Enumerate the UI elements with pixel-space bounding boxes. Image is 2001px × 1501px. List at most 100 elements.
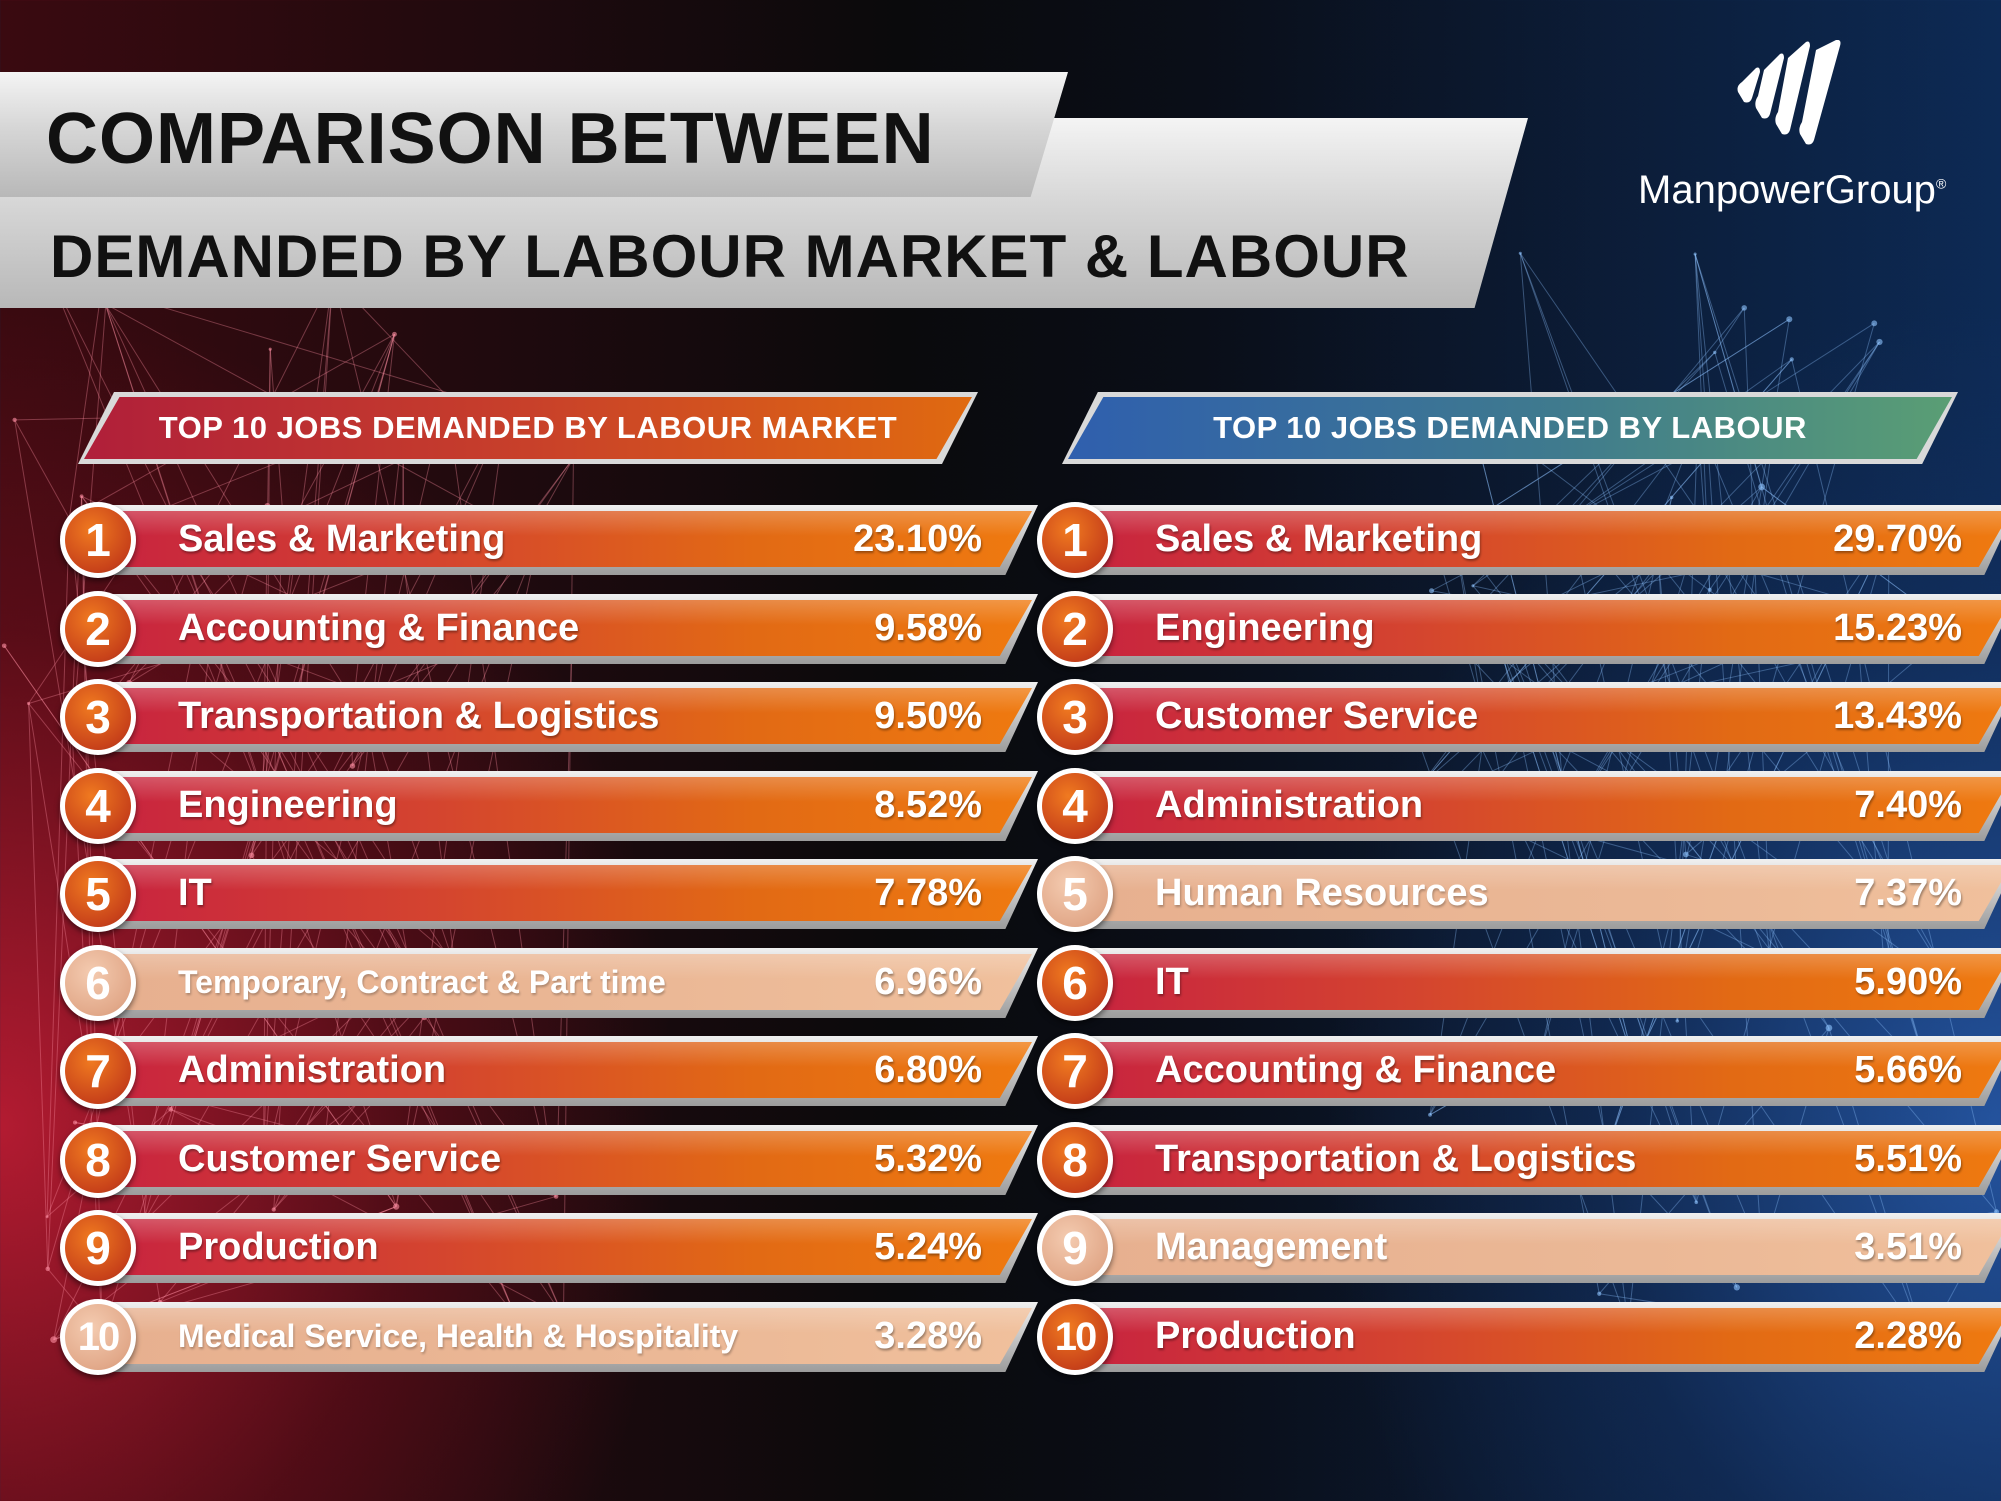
rank-badge: 2 [60, 591, 136, 667]
job-bar [1089, 777, 2001, 833]
job-name: Transportation & Logistics [1155, 1138, 1637, 1180]
page-title: COMPARISON BETWEEN [46, 99, 935, 179]
rank-number: 7 [65, 1038, 131, 1104]
job-row: 4 Administration 7.40% [1037, 768, 2001, 844]
rank-badge: 3 [1037, 679, 1113, 755]
job-percentage: 9.50% [874, 695, 982, 737]
rank-badge: 4 [60, 768, 136, 844]
job-name: Medical Service, Health & Hospitality [178, 1318, 739, 1354]
right-table-header: TOP 10 JOBS DEMANDED BY LABOUR [1068, 397, 1952, 459]
job-bar [1089, 1219, 2001, 1275]
job-name: IT [178, 872, 212, 914]
page-subtitle: DEMANDED BY LABOUR MARKET & LABOUR [50, 223, 1410, 290]
rank-badge: 3 [60, 679, 136, 755]
job-bar [112, 1131, 1032, 1187]
rank-number: 8 [65, 1127, 131, 1193]
rank-number: 2 [65, 596, 131, 662]
rank-badge: 1 [1037, 502, 1113, 578]
job-name: Administration [1155, 784, 1424, 826]
rank-number: 1 [1042, 507, 1108, 573]
job-row: 4 Engineering 8.52% [60, 768, 1040, 844]
job-row: 3 Transportation & Logistics 9.50% [60, 679, 1040, 755]
rank-number: 3 [1042, 684, 1108, 750]
job-row: 10 Production 2.28% [1037, 1299, 2001, 1375]
rank-badge: 6 [60, 945, 136, 1021]
job-name: Accounting & Finance [1155, 1049, 1557, 1091]
job-percentage: 5.66% [1854, 1049, 1962, 1091]
job-row: 10 Medical Service, Health & Hospitality 3… [60, 1299, 1040, 1375]
job-bar [1089, 1042, 2001, 1098]
rank-number: 5 [65, 861, 131, 927]
job-row: 5 Human Resources 7.37% [1037, 856, 2001, 932]
job-row: 9 Management 3.51% [1037, 1210, 2001, 1286]
job-bar [112, 777, 1032, 833]
job-row: 8 Transportation & Logistics 5.51% [1037, 1122, 2001, 1198]
job-row: 7 Accounting & Finance 5.66% [1037, 1033, 2001, 1109]
title-banner-upper [0, 72, 1068, 197]
job-name: Engineering [178, 784, 398, 826]
rank-badge: 6 [1037, 945, 1113, 1021]
job-row: 5 IT 7.78% [60, 856, 1040, 932]
job-row: 2 Accounting & Finance 9.58% [60, 591, 1040, 667]
rank-number: 9 [1042, 1215, 1108, 1281]
rank-number: 4 [65, 773, 131, 839]
job-bar [112, 511, 1032, 567]
job-bar [112, 600, 1032, 656]
job-bar [112, 865, 1032, 921]
job-name: Engineering [1155, 607, 1375, 649]
job-row: 1 Sales & Marketing 23.10% [60, 502, 1040, 578]
rank-number: 7 [1042, 1038, 1108, 1104]
job-row: 1 Sales & Marketing 29.70% [1037, 502, 2001, 578]
job-row: 6 IT 5.90% [1037, 945, 2001, 1021]
rank-badge: 8 [1037, 1122, 1113, 1198]
job-name: Administration [178, 1049, 447, 1091]
job-row: 3 Customer Service 13.43% [1037, 679, 2001, 755]
rank-badge: 7 [1037, 1033, 1113, 1109]
job-percentage: 23.10% [853, 518, 982, 560]
job-percentage: 15.23% [1833, 607, 1962, 649]
rank-number: 6 [65, 950, 131, 1016]
rank-number: 1 [65, 507, 131, 573]
job-percentage: 7.37% [1854, 872, 1962, 914]
job-bar [1089, 865, 2001, 921]
job-bar [1089, 511, 2001, 567]
job-bar [112, 954, 1032, 1010]
manpower-logo-icon [1737, 40, 1841, 145]
job-name: Accounting & Finance [178, 607, 580, 649]
job-bar [1089, 1308, 2001, 1364]
job-bar [112, 1219, 1032, 1275]
job-row: 7 Administration 6.80% [60, 1033, 1040, 1109]
rank-badge: 10 [60, 1299, 136, 1375]
manpowergroup-logo: ManpowerGroup® [1620, 40, 1950, 220]
job-percentage: 7.40% [1854, 784, 1962, 826]
job-bar [112, 688, 1032, 744]
job-percentage: 9.58% [874, 607, 982, 649]
job-name: Production [178, 1226, 379, 1268]
rank-number: 10 [65, 1304, 131, 1370]
left-table-header: TOP 10 JOBS DEMANDED BY LABOUR MARKET [84, 397, 972, 459]
job-percentage: 5.51% [1854, 1138, 1962, 1180]
job-percentage: 5.32% [874, 1138, 982, 1180]
job-bar [1089, 954, 2001, 1010]
job-percentage: 5.90% [1854, 961, 1962, 1003]
rank-badge: 10 [1037, 1299, 1113, 1375]
rank-badge: 7 [60, 1033, 136, 1109]
job-bar [1089, 600, 2001, 656]
job-name: Temporary, Contract & Part time [178, 964, 666, 1000]
rank-number: 8 [1042, 1127, 1108, 1193]
job-bar [1089, 1131, 2001, 1187]
job-percentage: 29.70% [1833, 518, 1962, 560]
rank-number: 6 [1042, 950, 1108, 1016]
job-name: Production [1155, 1315, 1356, 1357]
job-name: Customer Service [178, 1138, 502, 1180]
rank-number: 4 [1042, 773, 1108, 839]
rank-number: 5 [1042, 861, 1108, 927]
job-name: IT [1155, 961, 1189, 1003]
rank-badge: 9 [60, 1210, 136, 1286]
job-name: Sales & Marketing [1155, 518, 1483, 560]
job-percentage: 6.80% [874, 1049, 982, 1091]
job-percentage: 8.52% [874, 784, 982, 826]
job-percentage: 5.24% [874, 1226, 982, 1268]
job-row: 2 Engineering 15.23% [1037, 591, 2001, 667]
job-row: 9 Production 5.24% [60, 1210, 1040, 1286]
